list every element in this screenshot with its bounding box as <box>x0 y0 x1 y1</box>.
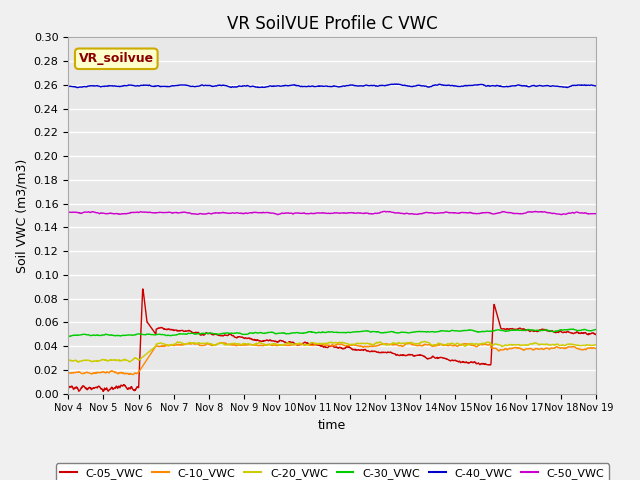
Legend: C-05_VWC, C-10_VWC, C-20_VWC, C-30_VWC, C-40_VWC, C-50_VWC: C-05_VWC, C-10_VWC, C-20_VWC, C-30_VWC, … <box>56 463 609 480</box>
X-axis label: time: time <box>318 419 346 432</box>
Title: VR SoilVUE Profile C VWC: VR SoilVUE Profile C VWC <box>227 15 438 33</box>
Text: VR_soilvue: VR_soilvue <box>79 52 154 65</box>
Y-axis label: Soil VWC (m3/m3): Soil VWC (m3/m3) <box>15 158 28 273</box>
